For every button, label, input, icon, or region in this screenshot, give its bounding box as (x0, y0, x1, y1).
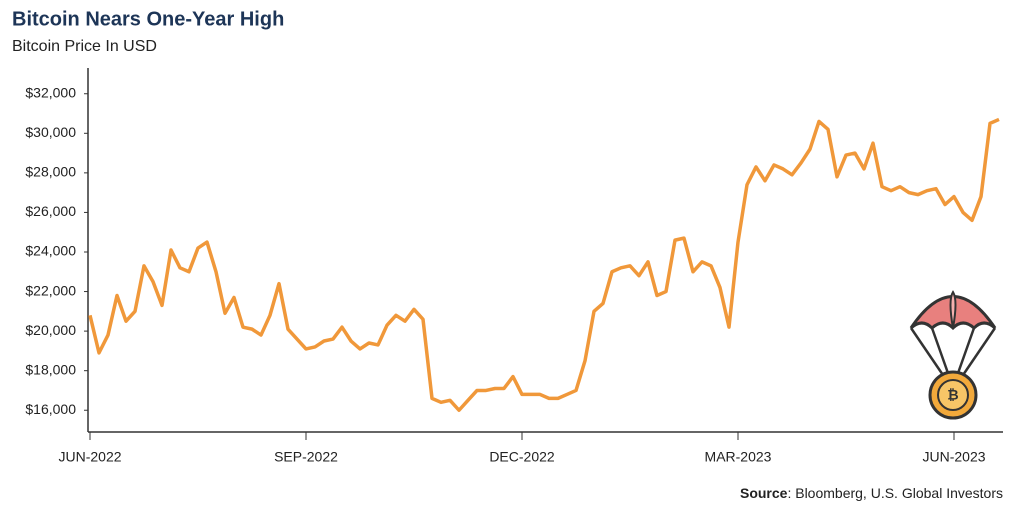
source-label: Source (740, 485, 788, 501)
x-tick-label: JUN-2023 (922, 449, 985, 465)
y-tick-label: $20,000 (25, 322, 76, 338)
source: Source: Bloomberg, U.S. Global Investors (740, 485, 1003, 501)
y-tick-label: $24,000 (25, 243, 76, 259)
chart-title: Bitcoin Nears One-Year High (12, 8, 284, 30)
y-tick-label: $26,000 (25, 203, 76, 219)
y-tick-label: $30,000 (25, 124, 76, 140)
price-line (88, 117, 1000, 412)
source-text: : Bloomberg, U.S. Global Investors (787, 485, 1003, 501)
y-tick-label: $16,000 (25, 401, 76, 417)
x-tick-label: MAR-2023 (705, 449, 772, 465)
x-tick-label: JUN-2022 (58, 449, 121, 465)
svg-text:₿: ₿ (947, 387, 958, 403)
chart-subtitle: Bitcoin Price In USD (12, 38, 157, 55)
y-tick-label: $28,000 (25, 164, 76, 180)
y-tick-label: $22,000 (25, 282, 76, 298)
y-tick-label: $32,000 (25, 84, 76, 100)
x-tick-label: DEC-2022 (489, 449, 555, 465)
y-tick-label: $18,000 (25, 361, 76, 377)
parachute-icon: ₿ (909, 290, 997, 420)
x-tick-label: SEP-2022 (274, 449, 338, 465)
